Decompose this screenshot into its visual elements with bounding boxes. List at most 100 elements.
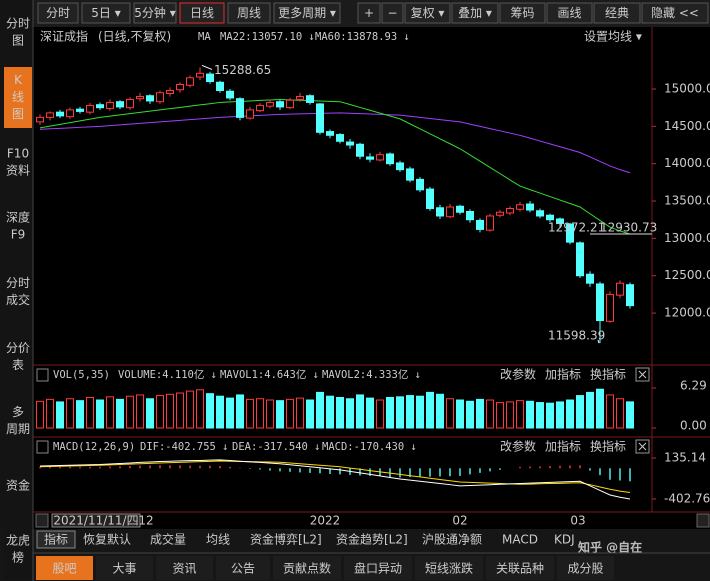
toolbar-button[interactable] <box>404 2 451 24</box>
toolbar-button[interactable] <box>641 2 709 24</box>
close-button[interactable] <box>635 367 650 382</box>
indicator-button[interactable] <box>36 530 76 549</box>
sidebar-tab-label[interactable]: 图 <box>12 107 24 121</box>
toolbar-button-label[interactable]: 画线 <box>557 6 581 20</box>
sidebar-tab-label[interactable]: 线 <box>12 90 24 104</box>
panel-button[interactable]: 改参数 <box>500 439 536 454</box>
panel-button[interactable]: 改参数 <box>500 367 536 382</box>
indicator-tab[interactable]: 指标 <box>44 532 68 547</box>
sidebar-tab-label[interactable]: F10 <box>7 147 29 161</box>
toolbar-button-label[interactable]: 经典 <box>605 6 629 20</box>
toolbar-button-label[interactable]: 筹码 <box>510 6 534 20</box>
bottom-tab-label[interactable]: 股吧 <box>52 562 76 576</box>
bottom-tab-label[interactable]: 公告 <box>231 562 255 576</box>
toolbar-button-label[interactable]: + <box>364 6 374 20</box>
bottom-tab[interactable] <box>415 556 483 580</box>
toolbar-button-label[interactable]: 分时 <box>46 6 70 20</box>
bottom-tab[interactable] <box>486 556 554 580</box>
indicator-tab[interactable]: 资金趋势[L2] <box>336 532 408 547</box>
bottom-tab[interactable] <box>273 556 341 580</box>
sidebar-tab[interactable] <box>4 67 32 128</box>
toolbar-button-label[interactable]: 5日 ▾ <box>91 6 120 20</box>
bottom-tab-label[interactable]: 贡献点数 <box>283 561 331 576</box>
toolbar-button[interactable] <box>37 2 79 24</box>
panel-button[interactable]: 加指标 <box>545 367 581 382</box>
bottom-tab[interactable] <box>36 556 93 580</box>
bottom-tab-label[interactable]: 盘口异动 <box>354 561 402 576</box>
sidebar-tab[interactable] <box>4 390 32 452</box>
sidebar-tab-label[interactable]: 龙虎 <box>6 534 30 548</box>
indicator-tab[interactable]: 恢复默认 <box>83 532 131 547</box>
indicator-tab[interactable]: 成交量 <box>150 532 186 547</box>
bottom-tab-label[interactable]: 资讯 <box>172 562 196 576</box>
bottom-tab[interactable] <box>96 556 153 580</box>
candle-body <box>416 178 424 191</box>
toolbar-button[interactable] <box>593 2 641 24</box>
sidebar-tab-label[interactable]: 成交 <box>6 292 30 307</box>
toolbar-button-label[interactable]: 更多周期 ▾ <box>278 6 336 20</box>
bottom-tab[interactable] <box>216 556 270 580</box>
indicator-tab[interactable]: MACD <box>502 533 538 547</box>
toolbar-button-label[interactable]: 日线 <box>190 6 214 20</box>
scroll-left[interactable] <box>35 513 49 528</box>
panel-button[interactable]: 加指标 <box>545 439 581 454</box>
toolbar-button[interactable] <box>451 2 499 24</box>
toolbar-button-label[interactable]: 叠加 ▾ <box>458 6 492 20</box>
bottom-tab[interactable] <box>344 556 412 580</box>
sidebar-tab-label[interactable]: 周期 <box>6 422 30 436</box>
toolbar-button[interactable] <box>179 2 225 24</box>
candle-body <box>586 273 594 284</box>
indicator-tab[interactable]: 均线 <box>206 533 230 547</box>
sidebar-tab-label[interactable]: 榜 <box>12 550 24 565</box>
bottom-tab[interactable] <box>557 556 614 580</box>
close-icon <box>638 442 647 451</box>
bottom-tab-label[interactable]: 短线涨跌 <box>425 561 473 576</box>
toolbar-button-label[interactable]: 周线 <box>237 6 261 20</box>
bottom-tab-label[interactable]: 大事 <box>112 562 136 576</box>
y-tick-label: 14000.00 <box>664 156 710 170</box>
sidebar-tab[interactable] <box>4 197 32 256</box>
sidebar-tab[interactable] <box>4 328 32 386</box>
toolbar-button-label[interactable]: 隐藏 << <box>651 6 699 20</box>
sidebar-tab-label[interactable]: 表 <box>12 358 24 372</box>
bottom-tab[interactable] <box>156 556 213 580</box>
sidebar-tab[interactable] <box>4 456 32 516</box>
indicator-tab[interactable]: 沪股通净额 <box>422 533 482 547</box>
panel-button[interactable]: 换指标 <box>590 367 626 382</box>
toolbar-button-label[interactable]: − <box>387 6 397 20</box>
candle-body <box>406 168 414 181</box>
sidebar-tab[interactable] <box>4 132 32 193</box>
sidebar-tab-label[interactable]: 资金 <box>6 478 30 493</box>
sidebar-tab[interactable] <box>4 260 32 324</box>
toolbar-button[interactable] <box>81 2 131 24</box>
sidebar-tab-label[interactable]: K <box>14 73 23 87</box>
toolbar-button[interactable] <box>381 2 404 24</box>
sidebar-tab[interactable] <box>4 2 32 63</box>
sidebar-tab-label[interactable]: 分价 <box>6 341 30 355</box>
sidebar-tab-label[interactable]: F9 <box>11 228 26 242</box>
sidebar-tab-label[interactable]: 分时 <box>6 17 30 31</box>
sidebar-tab-label[interactable]: 深度 <box>6 210 30 225</box>
sidebar-tab-label[interactable]: 资料 <box>6 164 30 178</box>
close-icon <box>638 370 647 379</box>
toolbar-button[interactable] <box>499 2 546 24</box>
sidebar-tab-label[interactable]: 分时 <box>6 276 30 290</box>
indicator-tab[interactable]: 资金博弈[L2] <box>250 532 322 547</box>
settings-button[interactable]: 设置均线 ▾ <box>584 30 642 44</box>
indicator-tab[interactable]: KDJ <box>554 533 575 547</box>
sidebar-tab-label[interactable]: 多 <box>12 405 24 419</box>
toolbar-button[interactable] <box>357 2 381 24</box>
close-button[interactable] <box>635 439 650 454</box>
bottom-tab-label[interactable]: 成分股 <box>567 562 603 576</box>
bottom-tab-label[interactable]: 关联品种 <box>496 562 544 576</box>
scroll-right[interactable] <box>696 513 710 528</box>
toolbar-button[interactable] <box>546 2 593 24</box>
toolbar-button[interactable] <box>227 2 271 24</box>
toolbar-button-label[interactable]: 5分钟 ▾ <box>134 5 175 20</box>
toolbar-button[interactable] <box>273 2 341 24</box>
sidebar-tab-label[interactable]: 图 <box>12 34 24 48</box>
toolbar-button[interactable] <box>133 2 177 24</box>
sidebar-tab[interactable] <box>4 520 32 579</box>
toolbar-button-label[interactable]: 复权 ▾ <box>411 6 445 20</box>
panel-button[interactable]: 换指标 <box>590 439 626 454</box>
